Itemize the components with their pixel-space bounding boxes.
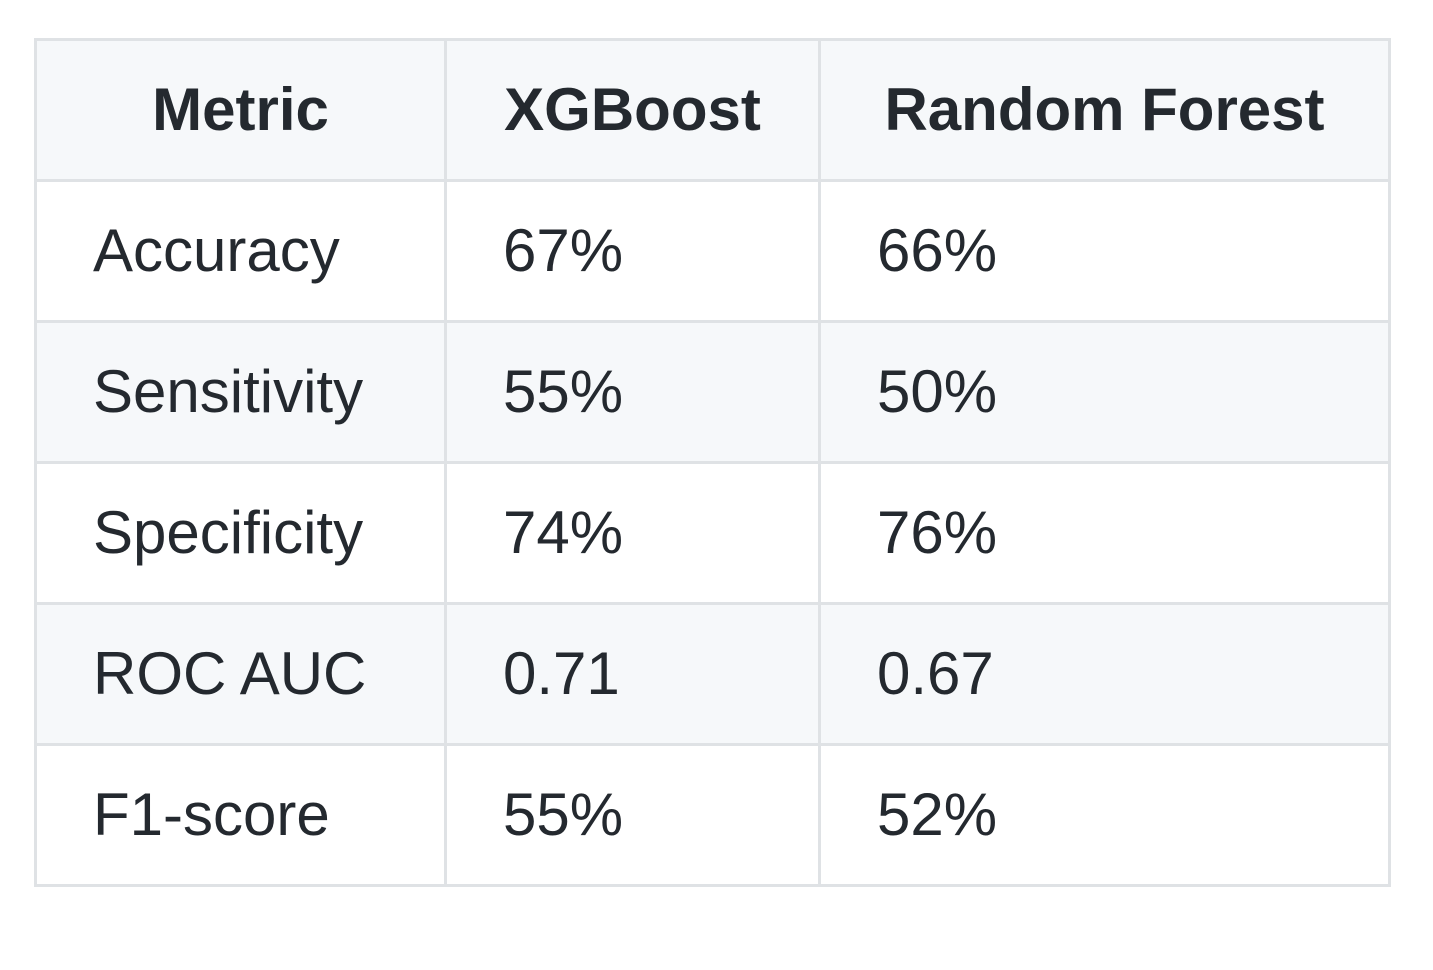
table-row: ROC AUC 0.71 0.67 — [34, 602, 1391, 746]
metric-name: F1-score — [34, 743, 447, 887]
metrics-comparison-table: Metric XGBoost Random Forest Accuracy 67… — [34, 38, 1391, 887]
metric-name: Accuracy — [34, 179, 447, 323]
xgboost-value: 74% — [444, 461, 821, 605]
xgboost-value: 55% — [444, 320, 821, 464]
random-forest-value: 52% — [818, 743, 1391, 887]
table-body: Accuracy 67% 66% Sensitivity 55% 50% Spe… — [34, 179, 1391, 887]
header-random-forest: Random Forest — [818, 38, 1391, 182]
header-xgboost: XGBoost — [444, 38, 821, 182]
table-header: Metric XGBoost Random Forest — [34, 38, 1391, 182]
metric-name: Sensitivity — [34, 320, 447, 464]
random-forest-value: 76% — [818, 461, 1391, 605]
random-forest-value: 50% — [818, 320, 1391, 464]
metric-name: ROC AUC — [34, 602, 447, 746]
table-row: Accuracy 67% 66% — [34, 179, 1391, 323]
metric-name: Specificity — [34, 461, 447, 605]
header-metric: Metric — [34, 38, 447, 182]
table-row: F1-score 55% 52% — [34, 743, 1391, 887]
table-row: Specificity 74% 76% — [34, 461, 1391, 605]
random-forest-value: 66% — [818, 179, 1391, 323]
xgboost-value: 0.71 — [444, 602, 821, 746]
xgboost-value: 55% — [444, 743, 821, 887]
random-forest-value: 0.67 — [818, 602, 1391, 746]
table-row: Sensitivity 55% 50% — [34, 320, 1391, 464]
xgboost-value: 67% — [444, 179, 821, 323]
header-row: Metric XGBoost Random Forest — [34, 38, 1391, 182]
